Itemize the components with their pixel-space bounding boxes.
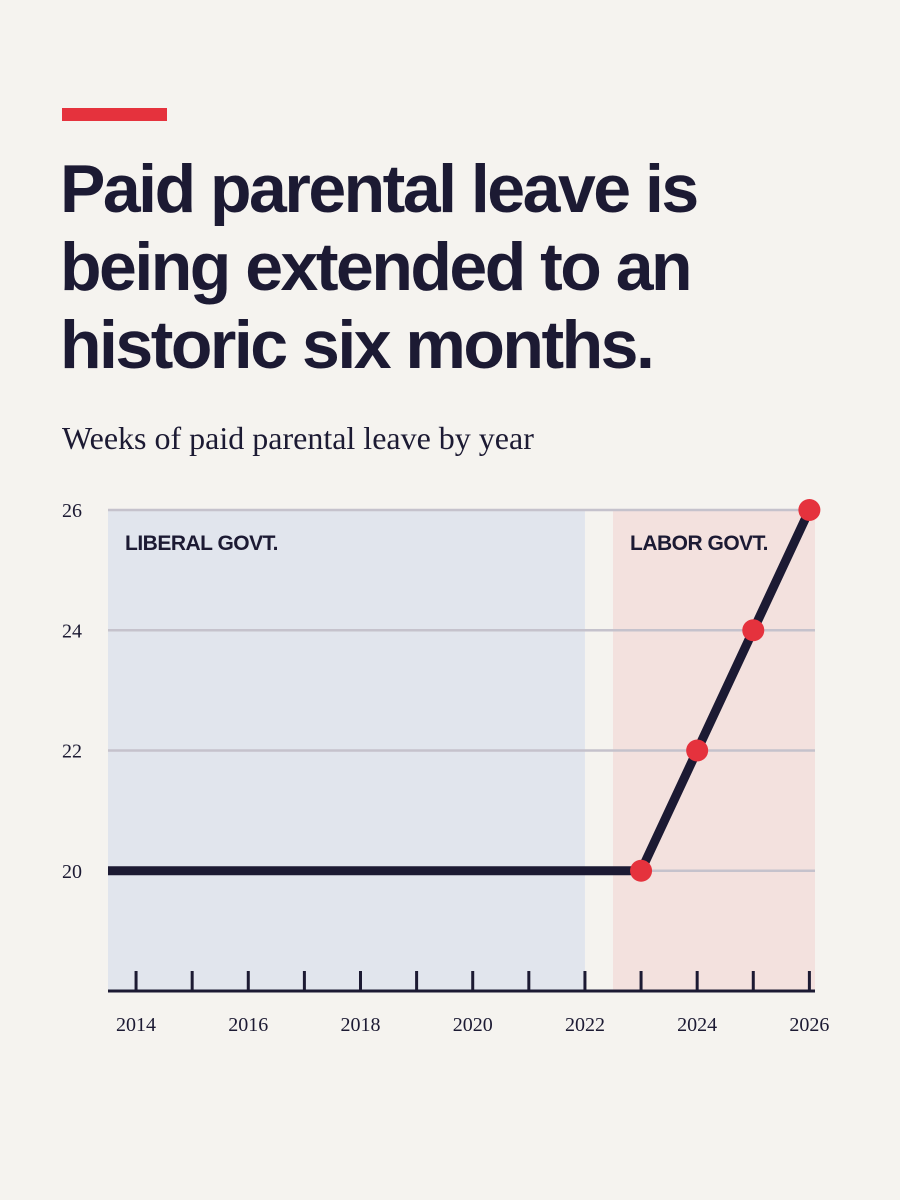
accent-bar (62, 108, 167, 121)
x-axis-tick-labels: 2014 2016 2018 2020 2022 2024 2026 (116, 1014, 829, 1036)
x-tick-label-2022: 2022 (565, 1014, 605, 1036)
x-tick-label-2016: 2016 (228, 1014, 268, 1036)
x-tick-label-2020: 2020 (453, 1014, 493, 1036)
data-point-2024 (686, 739, 709, 762)
region-labels: LIBERAL GOVT. LABOR GOVT. (125, 532, 769, 555)
region-label-1: LIBERAL GOVT. (125, 532, 278, 555)
headline-line-2: being extended to an (60, 229, 693, 305)
data-point-2026 (798, 499, 821, 521)
x-tick-label-2018: 2018 (341, 1014, 381, 1036)
y-tick-label-24: 24 (62, 620, 82, 642)
y-tick-label-20: 20 (62, 861, 82, 883)
series-points (630, 499, 821, 882)
x-tick-label-2026: 2026 (789, 1014, 829, 1036)
headline-line-1: Paid parental leave is (60, 151, 699, 227)
y-tick-label-26: 26 (62, 500, 82, 522)
chart-title: Weeks of paid parental leave by year (62, 420, 534, 456)
y-tick-label-22: 22 (62, 741, 82, 763)
x-axis (108, 971, 815, 993)
region-label-2: LABOR GOVT. (630, 532, 768, 555)
y-axis-tick-labels: 20 22 24 26 (62, 500, 82, 883)
data-point-2025 (742, 619, 765, 642)
headline: Paid parental leave is being extended to… (60, 150, 860, 384)
x-tick-label-2024: 2024 (677, 1014, 717, 1036)
data-point-2023 (630, 859, 653, 882)
headline-line-3: historic six months. (60, 307, 655, 383)
x-tick-label-2014: 2014 (116, 1014, 156, 1036)
